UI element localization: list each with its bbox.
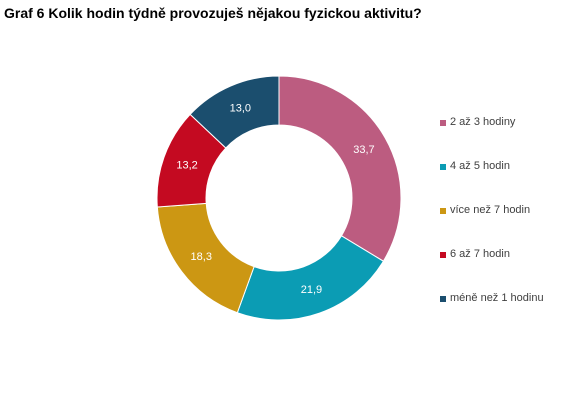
legend-label: 4 až 5 hodin: [450, 160, 510, 172]
legend-swatch: [440, 252, 446, 258]
slice-value-label: 13,0: [230, 103, 251, 115]
legend-label: 6 až 7 hodin: [450, 248, 510, 260]
legend-item: méně než 1 hodinu: [440, 292, 544, 336]
legend-label: 2 až 3 hodiny: [450, 116, 516, 128]
slice-value-label: 13,2: [176, 159, 197, 171]
legend-item: 4 až 5 hodin: [440, 160, 544, 204]
chart-legend: 2 až 3 hodiny 4 až 5 hodin více než 7 ho…: [440, 116, 544, 336]
donut-slice: [278, 75, 402, 262]
slice-value-label: 21,9: [301, 284, 322, 296]
chart-title: Graf 6 Kolik hodin týdně provozuješ něja…: [4, 5, 422, 21]
donut-slice: [189, 75, 280, 149]
slice-value-label: 18,3: [191, 251, 212, 263]
legend-item: více než 7 hodin: [440, 204, 544, 248]
legend-item: 6 až 7 hodin: [440, 248, 544, 292]
donut-slice: [236, 235, 385, 321]
legend-label: méně než 1 hodinu: [450, 292, 544, 304]
legend-swatch: [440, 208, 446, 214]
legend-label: více než 7 hodin: [450, 204, 531, 216]
legend-item: 2 až 3 hodiny: [440, 116, 544, 160]
legend-swatch: [440, 164, 446, 170]
legend-swatch: [440, 296, 446, 302]
legend-swatch: [440, 120, 446, 126]
slice-value-label: 33,7: [353, 144, 374, 156]
